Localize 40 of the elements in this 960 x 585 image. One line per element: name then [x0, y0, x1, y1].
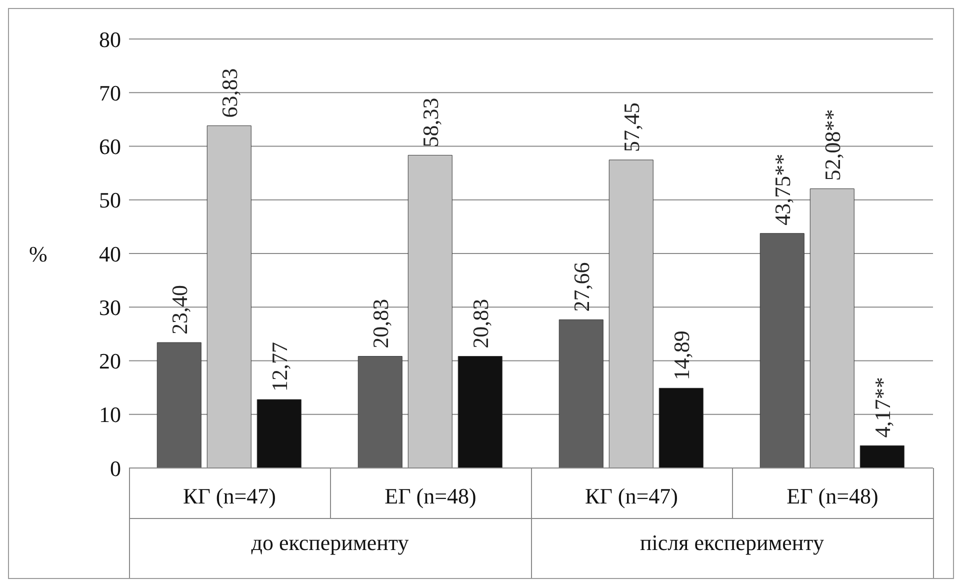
y-tick-label: 80: [99, 26, 121, 52]
bar: [206, 125, 252, 468]
data-label: 12,77: [267, 342, 292, 392]
data-label: 58,33: [418, 98, 444, 148]
x-tick-label: ЕГ (n=48): [786, 484, 878, 509]
text: після експерименту: [638, 530, 825, 556]
data-label: 23,40: [167, 285, 192, 335]
y-tick-label: 50: [99, 188, 121, 213]
text: до експерименту: [250, 530, 410, 556]
bar: [810, 188, 854, 468]
data-label: 52,08**: [820, 109, 846, 181]
bar: [156, 342, 202, 468]
bar: [558, 319, 604, 468]
bar: [860, 445, 904, 468]
y-axis-title: %: [29, 241, 48, 266]
y-tick-label: 40: [99, 241, 121, 266]
y-tick-label: 30: [99, 294, 121, 320]
data-label: 20,83: [368, 298, 394, 348]
y-tick-label: 20: [99, 348, 121, 374]
data-label: 63,83: [217, 68, 242, 118]
data-label: 20,83: [468, 298, 494, 348]
bar: [358, 356, 402, 468]
bar: [458, 356, 502, 468]
x-tick-label: КГ (n=47): [183, 484, 276, 509]
data-label: 57,45: [619, 102, 644, 152]
data-label: 27,66: [569, 262, 594, 312]
bar: [760, 233, 804, 468]
y-tick-label: 10: [99, 402, 121, 428]
data-label: 4,17**: [870, 377, 896, 438]
data-label: 14,89: [669, 330, 694, 380]
x-tick-label: ЕГ (n=48): [384, 484, 476, 509]
y-tick-label: 60: [99, 134, 121, 160]
bar: [408, 154, 452, 468]
bar: [658, 388, 704, 468]
bar: [608, 160, 654, 468]
y-tick-label: 70: [99, 80, 121, 106]
bar: [256, 399, 302, 468]
x-tick-label: КГ (n=47): [585, 484, 678, 509]
y-tick-label: 0: [110, 456, 121, 481]
data-label: 43,75**: [770, 154, 796, 226]
